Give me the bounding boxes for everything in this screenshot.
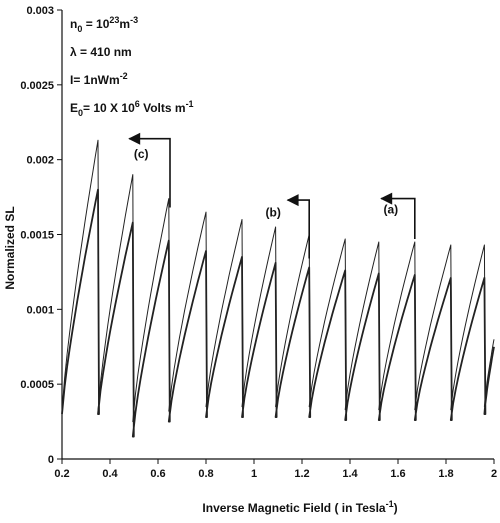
- parameter-label: λ = 410 nm: [70, 45, 132, 59]
- x-tick-label: 0.6: [150, 468, 165, 480]
- param-base: I= 1nWm: [70, 73, 120, 87]
- y-tick-label: 0.001: [26, 304, 54, 316]
- x-axis-label: Inverse Magnetic Field ( in Tesla-1): [202, 499, 397, 515]
- x-tick-label: 0.2: [54, 468, 69, 480]
- y-tick-label: 0.0005: [20, 379, 54, 391]
- y-tick-label: 0.0015: [20, 230, 54, 242]
- annotation-arrowhead: [286, 194, 299, 207]
- param-sup: 6: [135, 99, 140, 109]
- annotation-arrowhead: [380, 192, 393, 205]
- param-sub: 0: [77, 24, 82, 34]
- x-tick-label: 2: [491, 468, 497, 480]
- annotation-arrow-line: [381, 197, 416, 239]
- x-tick-label: 0.8: [198, 468, 213, 480]
- x-tick-label: 1.8: [438, 468, 453, 480]
- param-base: E: [70, 101, 78, 115]
- x-axis-label-sup: -1: [386, 499, 394, 509]
- parameter-label: I= 1nWm-2: [70, 71, 128, 87]
- x-tick-label: 1: [251, 468, 257, 480]
- y-axis-label: Normalized SL: [3, 206, 17, 289]
- y-tick-label: 0.002: [26, 155, 54, 167]
- series-upper-line: [61, 139, 495, 423]
- x-tick-label: 1.4: [342, 468, 358, 480]
- x-tick-label: 0.4: [102, 468, 118, 480]
- plot-area: 0 0.0005 0.001 0.0015 0.002 0.0025 0.003 0.2 0.4…: [20, 5, 497, 480]
- annotation-label: (c): [134, 147, 149, 161]
- param-sup: -3: [130, 15, 138, 25]
- x-axis-label-main: Inverse Magnetic Field ( in Tesla: [202, 501, 385, 515]
- param-rest: Volts m: [140, 101, 186, 115]
- annotation-label: (b): [266, 206, 281, 220]
- param-base: n: [70, 17, 77, 31]
- param-base: λ = 410 nm: [70, 45, 132, 59]
- y-tick-label: 0.003: [26, 5, 54, 17]
- param-sup: -1: [186, 99, 194, 109]
- param-sup: 23: [109, 15, 119, 25]
- annotation-arrow-line: [129, 137, 171, 208]
- annotation-label: (a): [383, 203, 398, 217]
- x-axis-label-close: ): [394, 501, 398, 515]
- param-mid: = 10 X 10: [83, 101, 135, 115]
- annotation-arrowhead: [128, 132, 141, 145]
- y-tick-label: 0.0025: [20, 80, 54, 92]
- x-tick-label: 1.2: [294, 468, 309, 480]
- parameter-label: n0 = 1023m-3: [70, 15, 138, 34]
- series-lower-line: [61, 188, 495, 438]
- param-sub: 0: [78, 108, 83, 118]
- x-tick-label: 1.6: [390, 468, 405, 480]
- parameter-label: E0= 10 X 106 Volts m-1: [70, 99, 194, 118]
- param-rest: m: [119, 17, 130, 31]
- param-mid: = 10: [82, 17, 109, 31]
- param-sup: -2: [120, 71, 128, 81]
- y-tick-label: 0: [48, 454, 54, 466]
